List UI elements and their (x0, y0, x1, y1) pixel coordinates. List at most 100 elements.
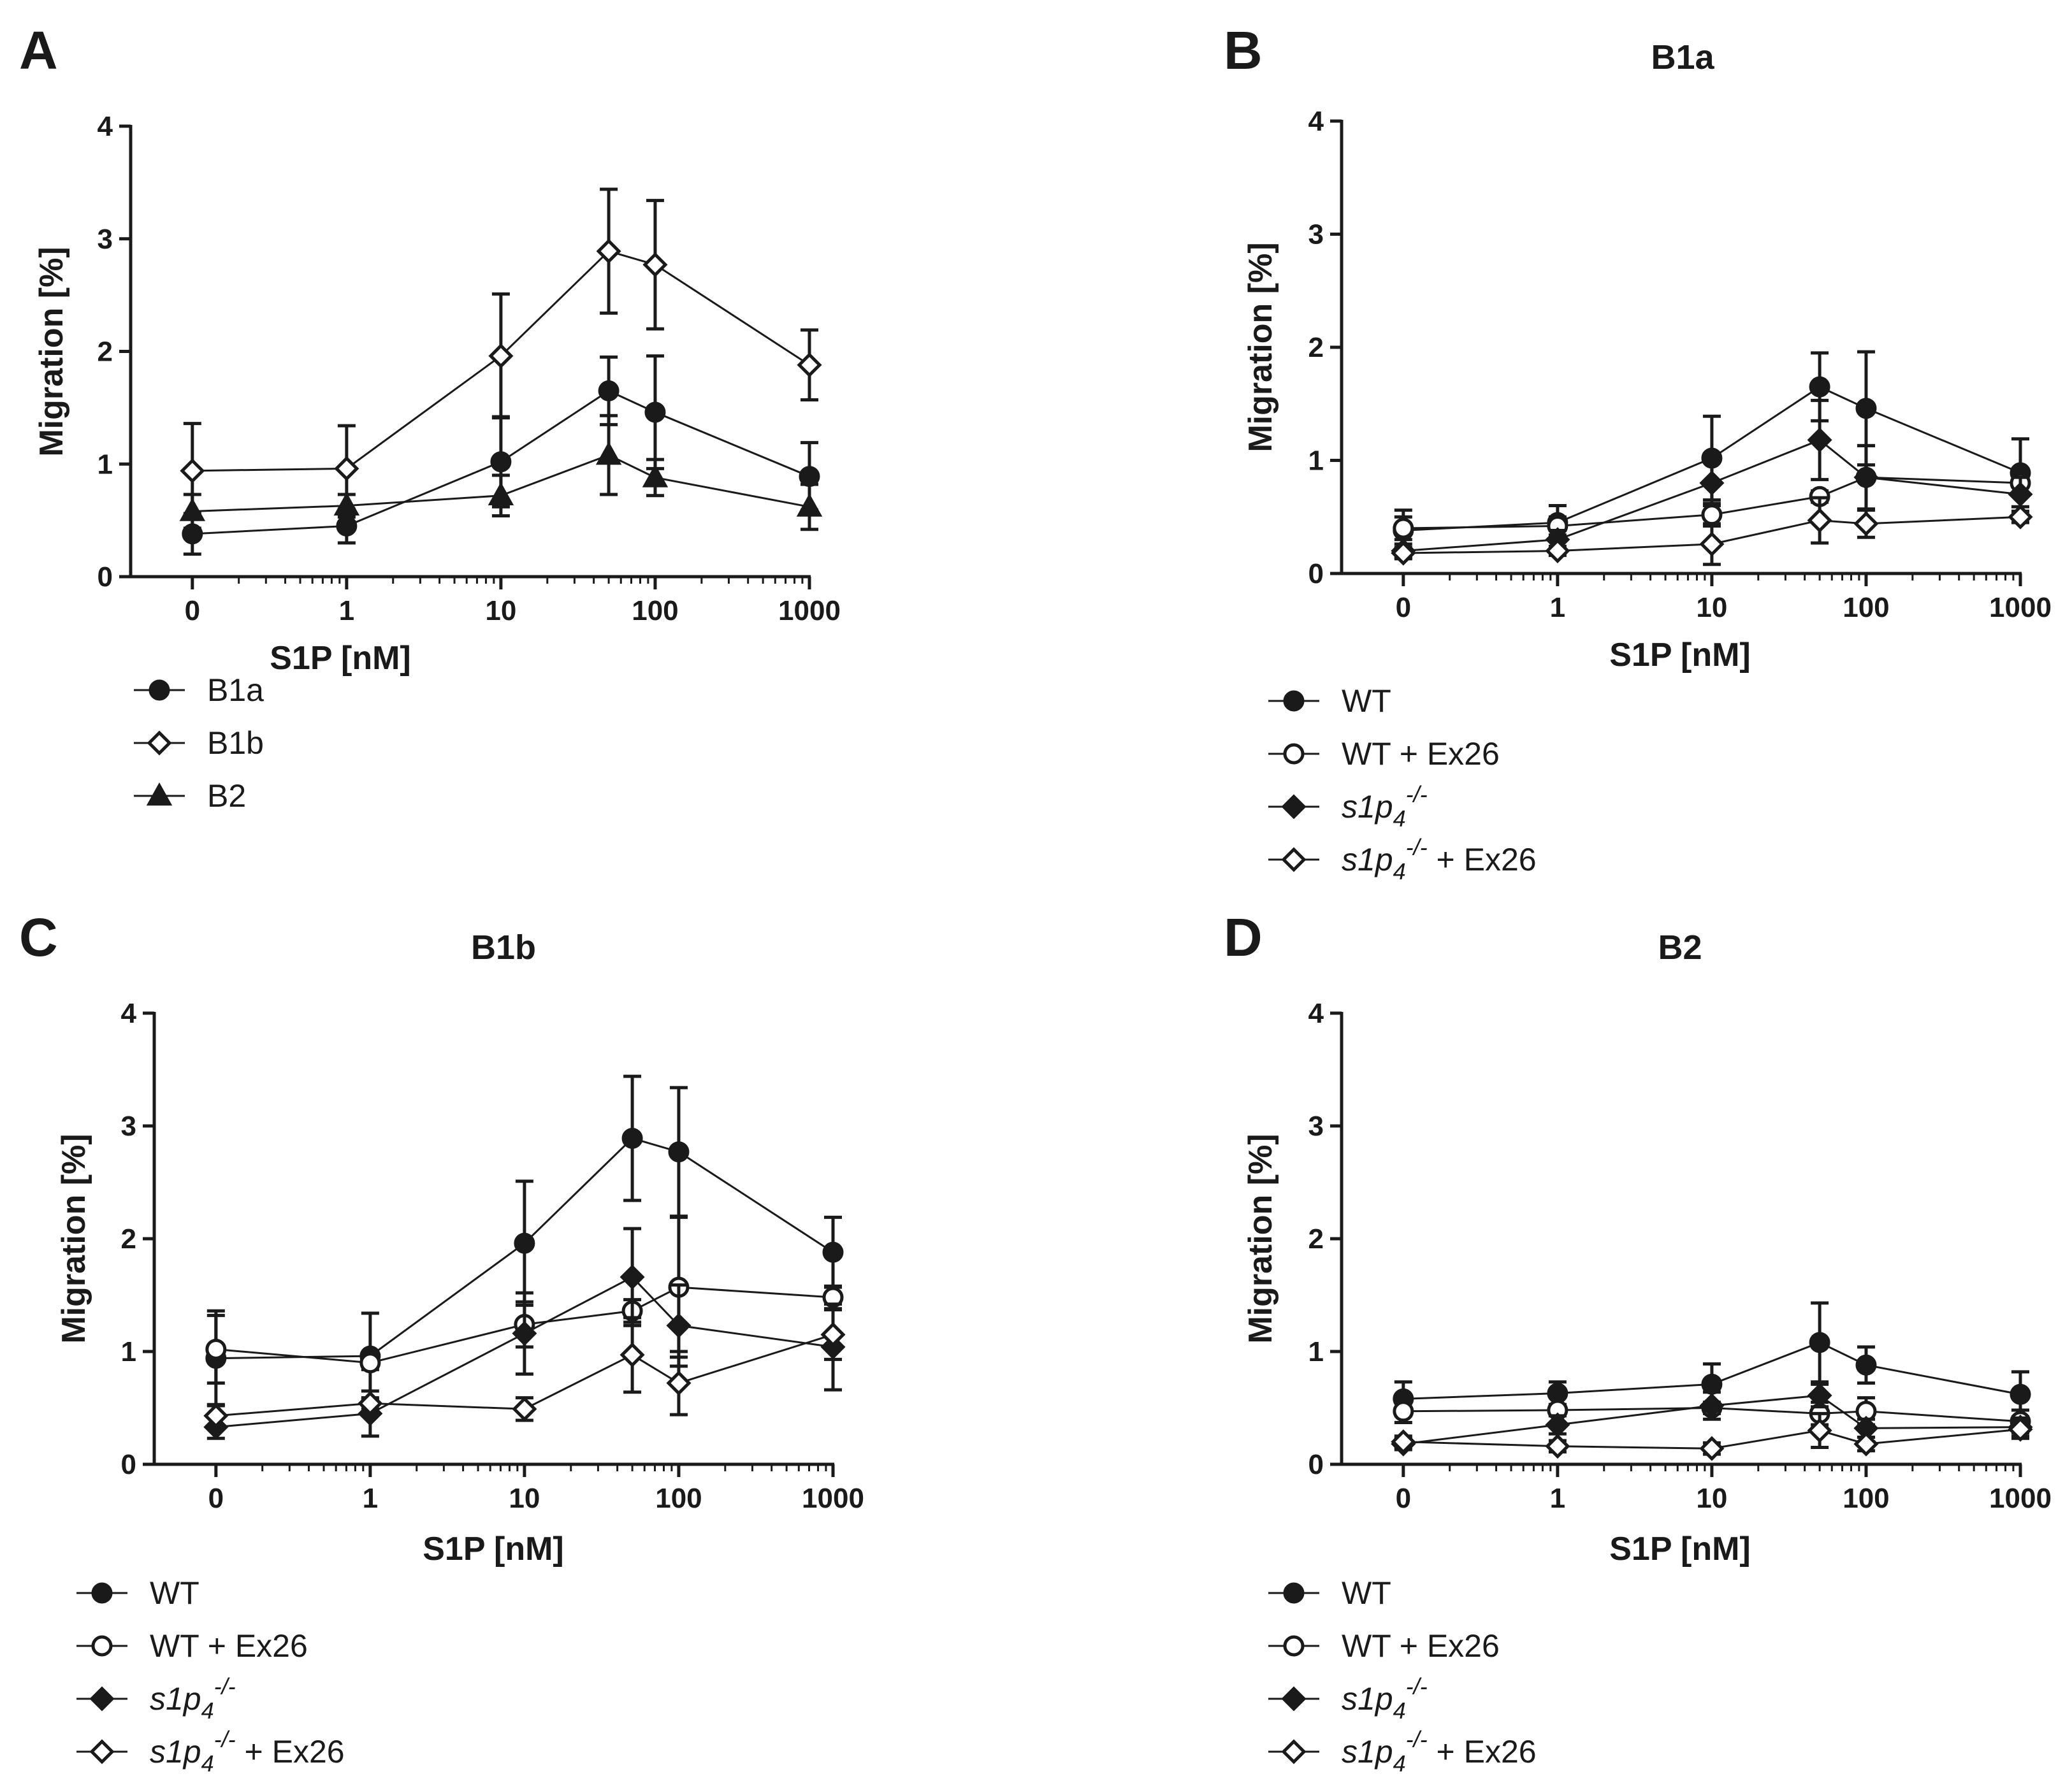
data-point (1807, 428, 1832, 453)
x-tick-label: 1000 (802, 1483, 864, 1514)
data-point (359, 1352, 381, 1374)
data-point (619, 1264, 645, 1290)
legend-label-sub: 4 (201, 1750, 214, 1777)
x-tick-label: 10 (1696, 1483, 1727, 1514)
legend-label-tail: + Ex26 (1428, 842, 1537, 877)
legend-entry: WT (1268, 1575, 1391, 1611)
legend-entry: B1a (134, 672, 264, 708)
y-axis-label: Migration [%] (55, 1134, 92, 1343)
legend-marker (147, 730, 172, 756)
legend-entry: WT + Ex26 (1268, 736, 1500, 772)
data-point (336, 515, 358, 537)
legend-label-sup: -/- (1406, 1726, 1428, 1752)
legend-marker (1283, 1582, 1305, 1604)
series-line (215, 1137, 834, 1360)
legend-label: s1p4-/- (150, 1673, 236, 1724)
legend-marker (89, 1739, 115, 1764)
data-point (642, 464, 669, 487)
y-tick-label: 3 (1308, 1111, 1324, 1142)
data-point (334, 456, 359, 481)
legend-label: B2 (207, 778, 246, 814)
data-point (820, 1322, 846, 1347)
data-point (796, 493, 823, 517)
legend-marker (91, 1635, 113, 1657)
legend-label-main: s1p (1342, 842, 1393, 877)
x-tick-label: 0 (208, 1483, 224, 1514)
legend-entry: B1b (134, 725, 264, 761)
y-tick-label: 2 (1308, 332, 1324, 363)
data-point (1391, 540, 1416, 566)
x-tick-label: 10 (485, 595, 516, 626)
series-line (192, 250, 810, 472)
y-tick-label: 1 (1308, 445, 1324, 477)
y-tick-label: 1 (1308, 1336, 1324, 1367)
x-tick-label: 1 (1550, 592, 1565, 623)
y-tick-label: 2 (98, 336, 113, 368)
x-tick-label: 10 (1696, 592, 1727, 623)
x-tick-label: 10 (509, 1483, 540, 1514)
data-point (596, 238, 621, 264)
data-point (205, 1338, 227, 1360)
x-tick-label: 100 (655, 1483, 702, 1514)
y-tick-label: 2 (121, 1223, 136, 1255)
legend-entry: WT + Ex26 (1268, 1628, 1500, 1664)
legend-marker (1281, 1686, 1307, 1712)
series-line (1403, 476, 2021, 530)
legend-label: s1p4-/- + Ex26 (150, 1726, 345, 1777)
y-tick-label: 4 (121, 998, 137, 1029)
legend-marker (1281, 847, 1307, 872)
data-point (642, 252, 668, 277)
legend-entry: WT (1268, 683, 1391, 719)
legend-label: s1p4-/- + Ex26 (1342, 834, 1537, 884)
data-point (619, 1342, 645, 1367)
series-line (215, 1286, 834, 1364)
data-point (512, 1321, 537, 1346)
panel-title: B1b (471, 928, 536, 967)
data-point (666, 1313, 692, 1338)
y-tick-label: 1 (121, 1336, 136, 1367)
x-tick-label: 1 (339, 595, 354, 626)
data-point (1699, 470, 1725, 496)
x-axis-label: S1P [nM] (1609, 637, 1751, 674)
series-b1b (180, 187, 822, 520)
x-axis-label: S1P [nM] (1609, 1531, 1751, 1568)
legend-label: WT + Ex26 (1342, 1628, 1500, 1664)
data-point (1699, 531, 1725, 557)
x-axis-label: S1P [nM] (423, 1531, 564, 1568)
series-s1p4-ex26 (203, 1308, 846, 1429)
x-tick-label: 100 (1843, 1483, 1889, 1514)
legend-label: s1p4-/- (1342, 781, 1428, 832)
data-point (1699, 1436, 1725, 1461)
y-tick-label: 3 (1308, 219, 1324, 250)
panel-letter: D (1224, 907, 1263, 967)
series-s1p4-ex26 (1391, 1411, 2033, 1461)
legend-marker (1283, 743, 1305, 765)
y-tick-label: 0 (1308, 558, 1324, 589)
y-tick-label: 4 (98, 111, 113, 142)
legend-entry: s1p4-/- (1268, 781, 1428, 832)
data-point (1701, 1373, 1723, 1395)
legend-entry: s1p4-/- + Ex26 (1268, 1726, 1537, 1777)
data-point (1855, 1354, 1877, 1376)
x-tick-label: 100 (632, 595, 678, 626)
legend-label-sub: 4 (1393, 1750, 1406, 1777)
series-wt (1393, 1301, 2031, 1419)
legend-entry: s1p4-/- + Ex26 (76, 1726, 345, 1777)
legend-label: WT (150, 1575, 199, 1611)
data-point (822, 1241, 844, 1263)
y-tick-label: 4 (1308, 998, 1324, 1029)
data-point (1809, 376, 1830, 398)
panel-title: B2 (1658, 928, 1702, 967)
y-tick-label: 3 (121, 1111, 136, 1142)
series-line (1403, 386, 2021, 532)
legend-entry: WT + Ex26 (76, 1628, 308, 1664)
data-point (488, 482, 514, 506)
legend-label: WT + Ex26 (150, 1628, 308, 1664)
series-s1p4-ex26 (1391, 496, 2033, 566)
legend-marker (146, 782, 173, 806)
y-tick-label: 1 (98, 449, 113, 480)
data-point (1855, 398, 1877, 419)
data-point (512, 1396, 537, 1422)
legend-label-sub: 4 (1393, 858, 1406, 884)
